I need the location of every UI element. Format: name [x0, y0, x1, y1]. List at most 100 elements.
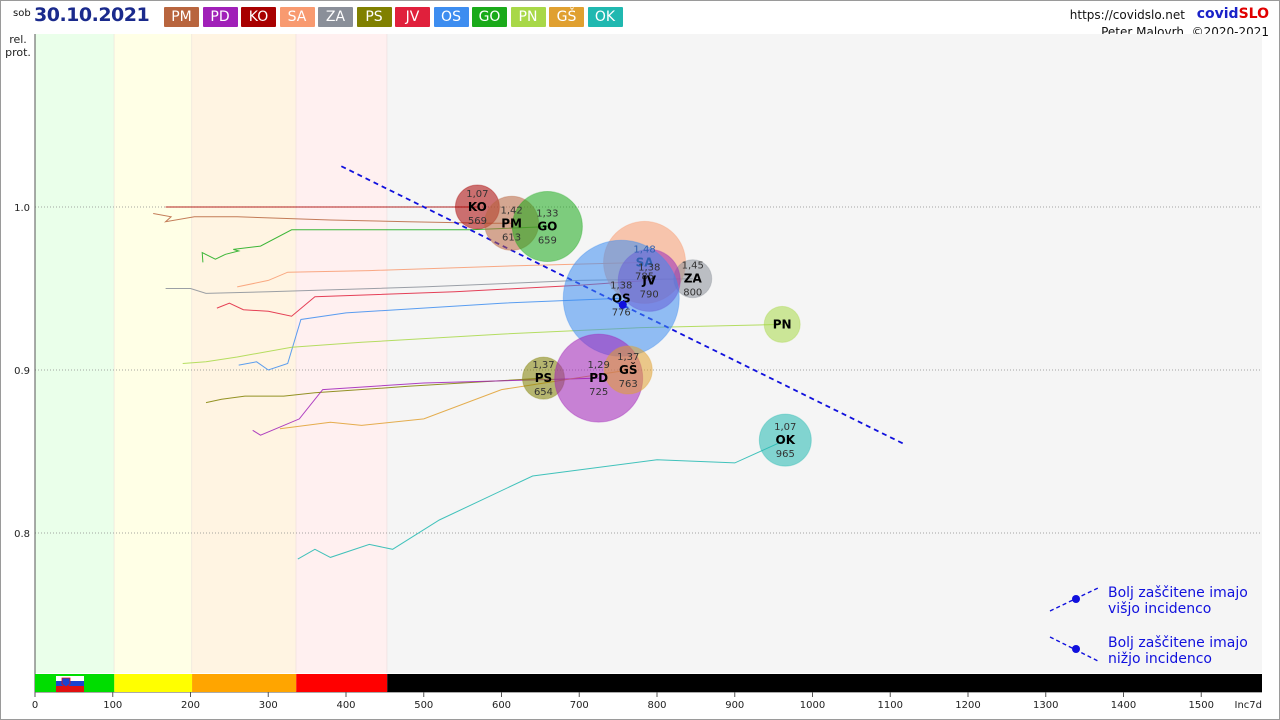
bubble-code-JV: JV [641, 273, 656, 287]
legend-chip-3[interactable]: SA [279, 7, 315, 27]
brand-logo: covidSLO [1197, 6, 1269, 22]
x-tick-label-11: 1100 [878, 700, 903, 711]
color-strip [35, 674, 1262, 692]
bubble-value-GO: 1,33 [536, 209, 558, 220]
bubble-code-KO: KO [468, 200, 487, 214]
key-line-rising [1049, 587, 1099, 612]
key-line-falling [1049, 636, 1099, 662]
legend-chip-11[interactable]: OK [587, 7, 623, 27]
x-tick-label-9: 900 [725, 700, 744, 711]
x-tick-label-12: 1200 [955, 700, 980, 711]
x-tick-label-5: 500 [414, 700, 433, 711]
weekday-label: sob [13, 8, 31, 19]
band-bg-4 [387, 34, 1262, 673]
legend-chip-10[interactable]: GŠ [549, 7, 584, 27]
trail-OK [297, 439, 786, 560]
annotation-higher-line1: Bolj zaščitene imajo [1108, 585, 1248, 601]
bubble-value-OK: 1,07 [774, 422, 796, 433]
bubble-inc-GO: 659 [538, 236, 557, 247]
trail-PM [153, 213, 512, 224]
legend-chip-0[interactable]: PM [164, 7, 199, 27]
flag-red-stripe [56, 686, 84, 692]
flag-coat-of-arms-icon [61, 677, 71, 688]
x-tick-label-13: 1300 [1033, 700, 1058, 711]
legend-chip-6[interactable]: JV [395, 7, 430, 27]
bubble-value-OS: 1,38 [610, 280, 632, 291]
key-dot-rising [1072, 595, 1080, 603]
y-tick-label-0: 0.8 [14, 529, 30, 540]
bubble-inc-PS: 654 [534, 387, 553, 398]
x-tick-label-10: 1000 [800, 700, 825, 711]
bubble-code-OK: OK [776, 433, 796, 447]
bubble-inc-OS: 776 [612, 307, 631, 318]
legend-chip-9[interactable]: PN [510, 7, 546, 27]
bubble-PN[interactable] [763, 305, 801, 343]
legend-chip-2[interactable]: KO [241, 7, 276, 27]
annotation-lower-line2: nižjo incidenco [1108, 651, 1212, 667]
bubble-code-GO: GO [537, 220, 557, 234]
x-tick-label-0: 0 [32, 700, 38, 711]
risk-bands [35, 34, 1262, 673]
trail-PS [205, 377, 544, 404]
trail-GO [201, 226, 548, 263]
y-tick-label-2: 1.0 [14, 203, 30, 214]
bubble-value-GŠ: 1,37 [617, 352, 639, 363]
legend-chip-5[interactable]: PS [356, 7, 392, 27]
bubble-inc-SA: 785 [635, 271, 654, 282]
band-bg-1 [114, 34, 193, 673]
legend-chip-1[interactable]: PD [202, 7, 238, 27]
trail-PD [252, 377, 599, 436]
strip-segment-1 [114, 674, 193, 692]
bubble-code-PD: PD [589, 371, 608, 385]
x-tick-label-6: 600 [492, 700, 511, 711]
x-tick-label-15: 1500 [1189, 700, 1214, 711]
legend-chip-8[interactable]: GO [472, 7, 507, 27]
brand-part-a: covid [1196, 6, 1239, 22]
bubble-code-PM: PM [501, 216, 522, 230]
y-axis-label-1: prot. [5, 46, 31, 59]
bubble-value-PM: 1,42 [500, 205, 522, 216]
bubble-code-ZA: ZA [684, 272, 703, 286]
strip-segment-4 [387, 674, 1262, 692]
region-bubbles: 1,07KO5691,42PM6131,33GO6591,48SA7851,45… [454, 184, 812, 467]
bubble-inc-OK: 965 [776, 449, 795, 460]
x-tick-label-1: 100 [103, 700, 122, 711]
band-bg-2 [192, 34, 297, 673]
trail-OS [238, 297, 622, 371]
x-tick-label-7: 700 [570, 700, 589, 711]
bubble-inc-GŠ: 763 [619, 379, 638, 390]
header-bar: sob 30.10.2021 PM PD KO SA ZA PS JV OS GO PN GŠ OK … [0, 0, 1280, 39]
annotation-lower-line1: Bolj zaščitene imajo [1108, 635, 1248, 651]
x-tick-label-2: 200 [181, 700, 200, 711]
site-url[interactable]: https://covidslo.net [1069, 8, 1185, 22]
y-axis-label-0: rel. [9, 33, 27, 46]
trail-GŠ [279, 369, 629, 430]
legend-chip-7[interactable]: OS [433, 7, 469, 27]
annotation-higher-line2: višjo incidenco [1108, 601, 1211, 617]
bubble-GO[interactable] [511, 191, 583, 263]
x-tick-label-4: 400 [336, 700, 355, 711]
strip-segment-2 [192, 674, 297, 692]
x-tick-label-14: 1400 [1111, 700, 1136, 711]
bubble-code-OS: OS [612, 291, 631, 305]
bubble-OK[interactable] [758, 413, 812, 467]
bubble-inc-KO: 569 [468, 216, 487, 227]
bubble-value-JV: 1,38 [638, 262, 660, 273]
bubble-value-SA: 1,48 [633, 244, 655, 255]
x-tick-label-8: 800 [647, 700, 666, 711]
bubble-code-GŠ: GŠ [619, 362, 638, 377]
bubble-code-PS: PS [535, 371, 552, 385]
bubble-code-PN: PN [773, 317, 792, 331]
bubble-value-KO: 1,07 [466, 189, 488, 200]
brand-part-b: SLO [1238, 6, 1269, 22]
legend-chip-4[interactable]: ZA [318, 7, 353, 27]
bubble-value-ZA: 1,45 [682, 261, 704, 272]
bubble-value-PD: 1,29 [588, 360, 610, 371]
x-axis-label: Inc7d [1235, 700, 1263, 711]
bubble-code-SA: SA [636, 255, 655, 269]
bubble-inc-ZA: 800 [683, 288, 702, 299]
bubble-GŠ[interactable] [603, 345, 653, 395]
bubble-inc-PD: 725 [589, 387, 608, 398]
